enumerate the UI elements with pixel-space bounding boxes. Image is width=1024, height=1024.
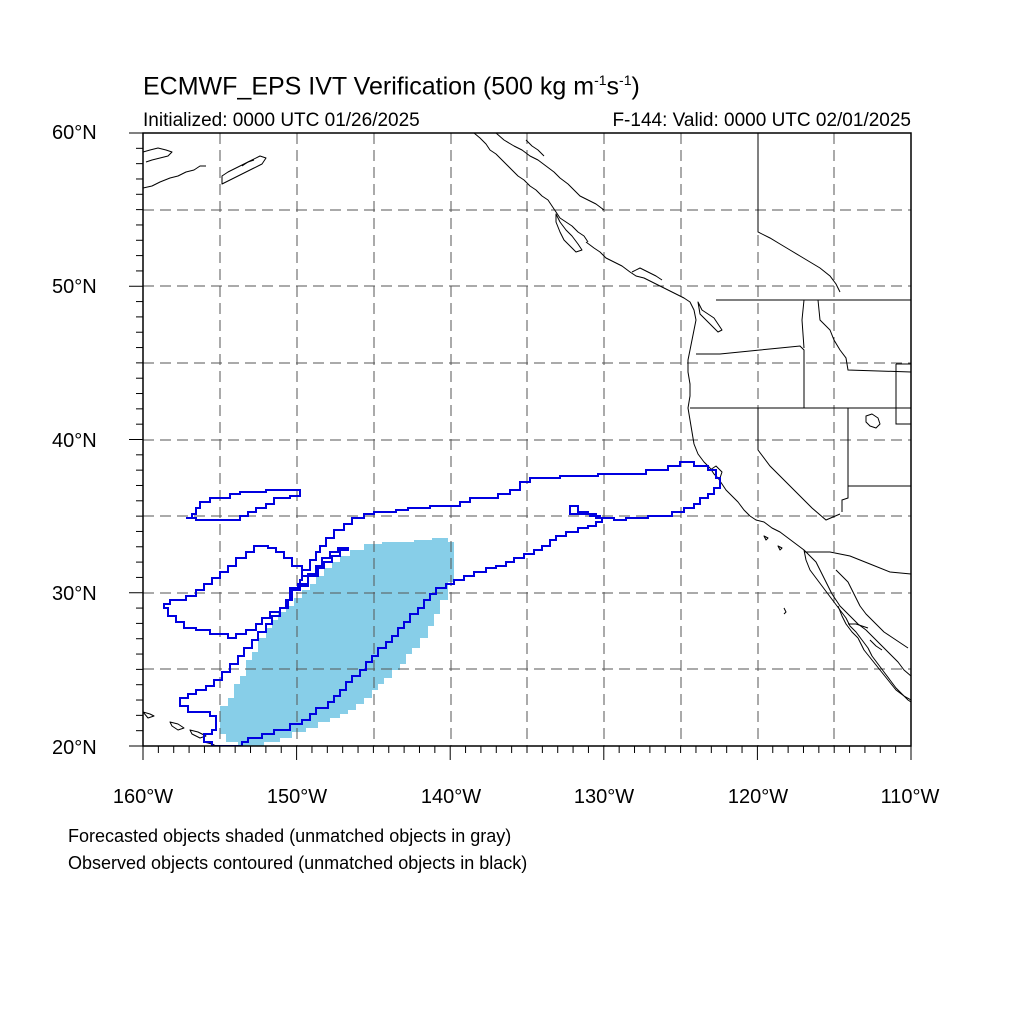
political-borders <box>690 133 911 575</box>
map-title: ECMWF_EPS IVT Verification (500 kg m-1s-… <box>143 72 640 101</box>
lon-label-120w: 120°W <box>727 786 789 808</box>
axis-ticks <box>129 132 912 760</box>
lon-label-150w: 150°W <box>266 786 328 808</box>
lon-label-160w: 160°W <box>112 786 174 808</box>
lat-label-30n: 30°N <box>52 583 97 605</box>
valid-time-label: F-144: Valid: 0000 UTC 02/01/2025 <box>612 110 911 131</box>
lat-label-40n: 40°N <box>52 430 97 452</box>
lat-label-50n: 50°N <box>52 276 97 298</box>
forecast-note: Forecasted objects shaded (unmatched obj… <box>68 826 512 846</box>
observed-object-northwest <box>186 489 301 521</box>
observed-note: Observed objects contoured (unmatched ob… <box>68 853 528 873</box>
lon-label-130w: 130°W <box>573 786 635 808</box>
lon-label-140w: 140°W <box>420 786 482 808</box>
coastlines <box>143 133 911 746</box>
lat-label-60n: 60°N <box>52 122 97 144</box>
lat-label-20n: 20°N <box>52 737 97 759</box>
observed-objects <box>163 461 721 746</box>
lon-label-110w: 110°W <box>880 786 940 808</box>
observed-object-west <box>163 545 309 639</box>
forecast-object <box>220 538 454 746</box>
initialized-label: Initialized: 0000 UTC 01/26/2025 <box>143 110 420 131</box>
